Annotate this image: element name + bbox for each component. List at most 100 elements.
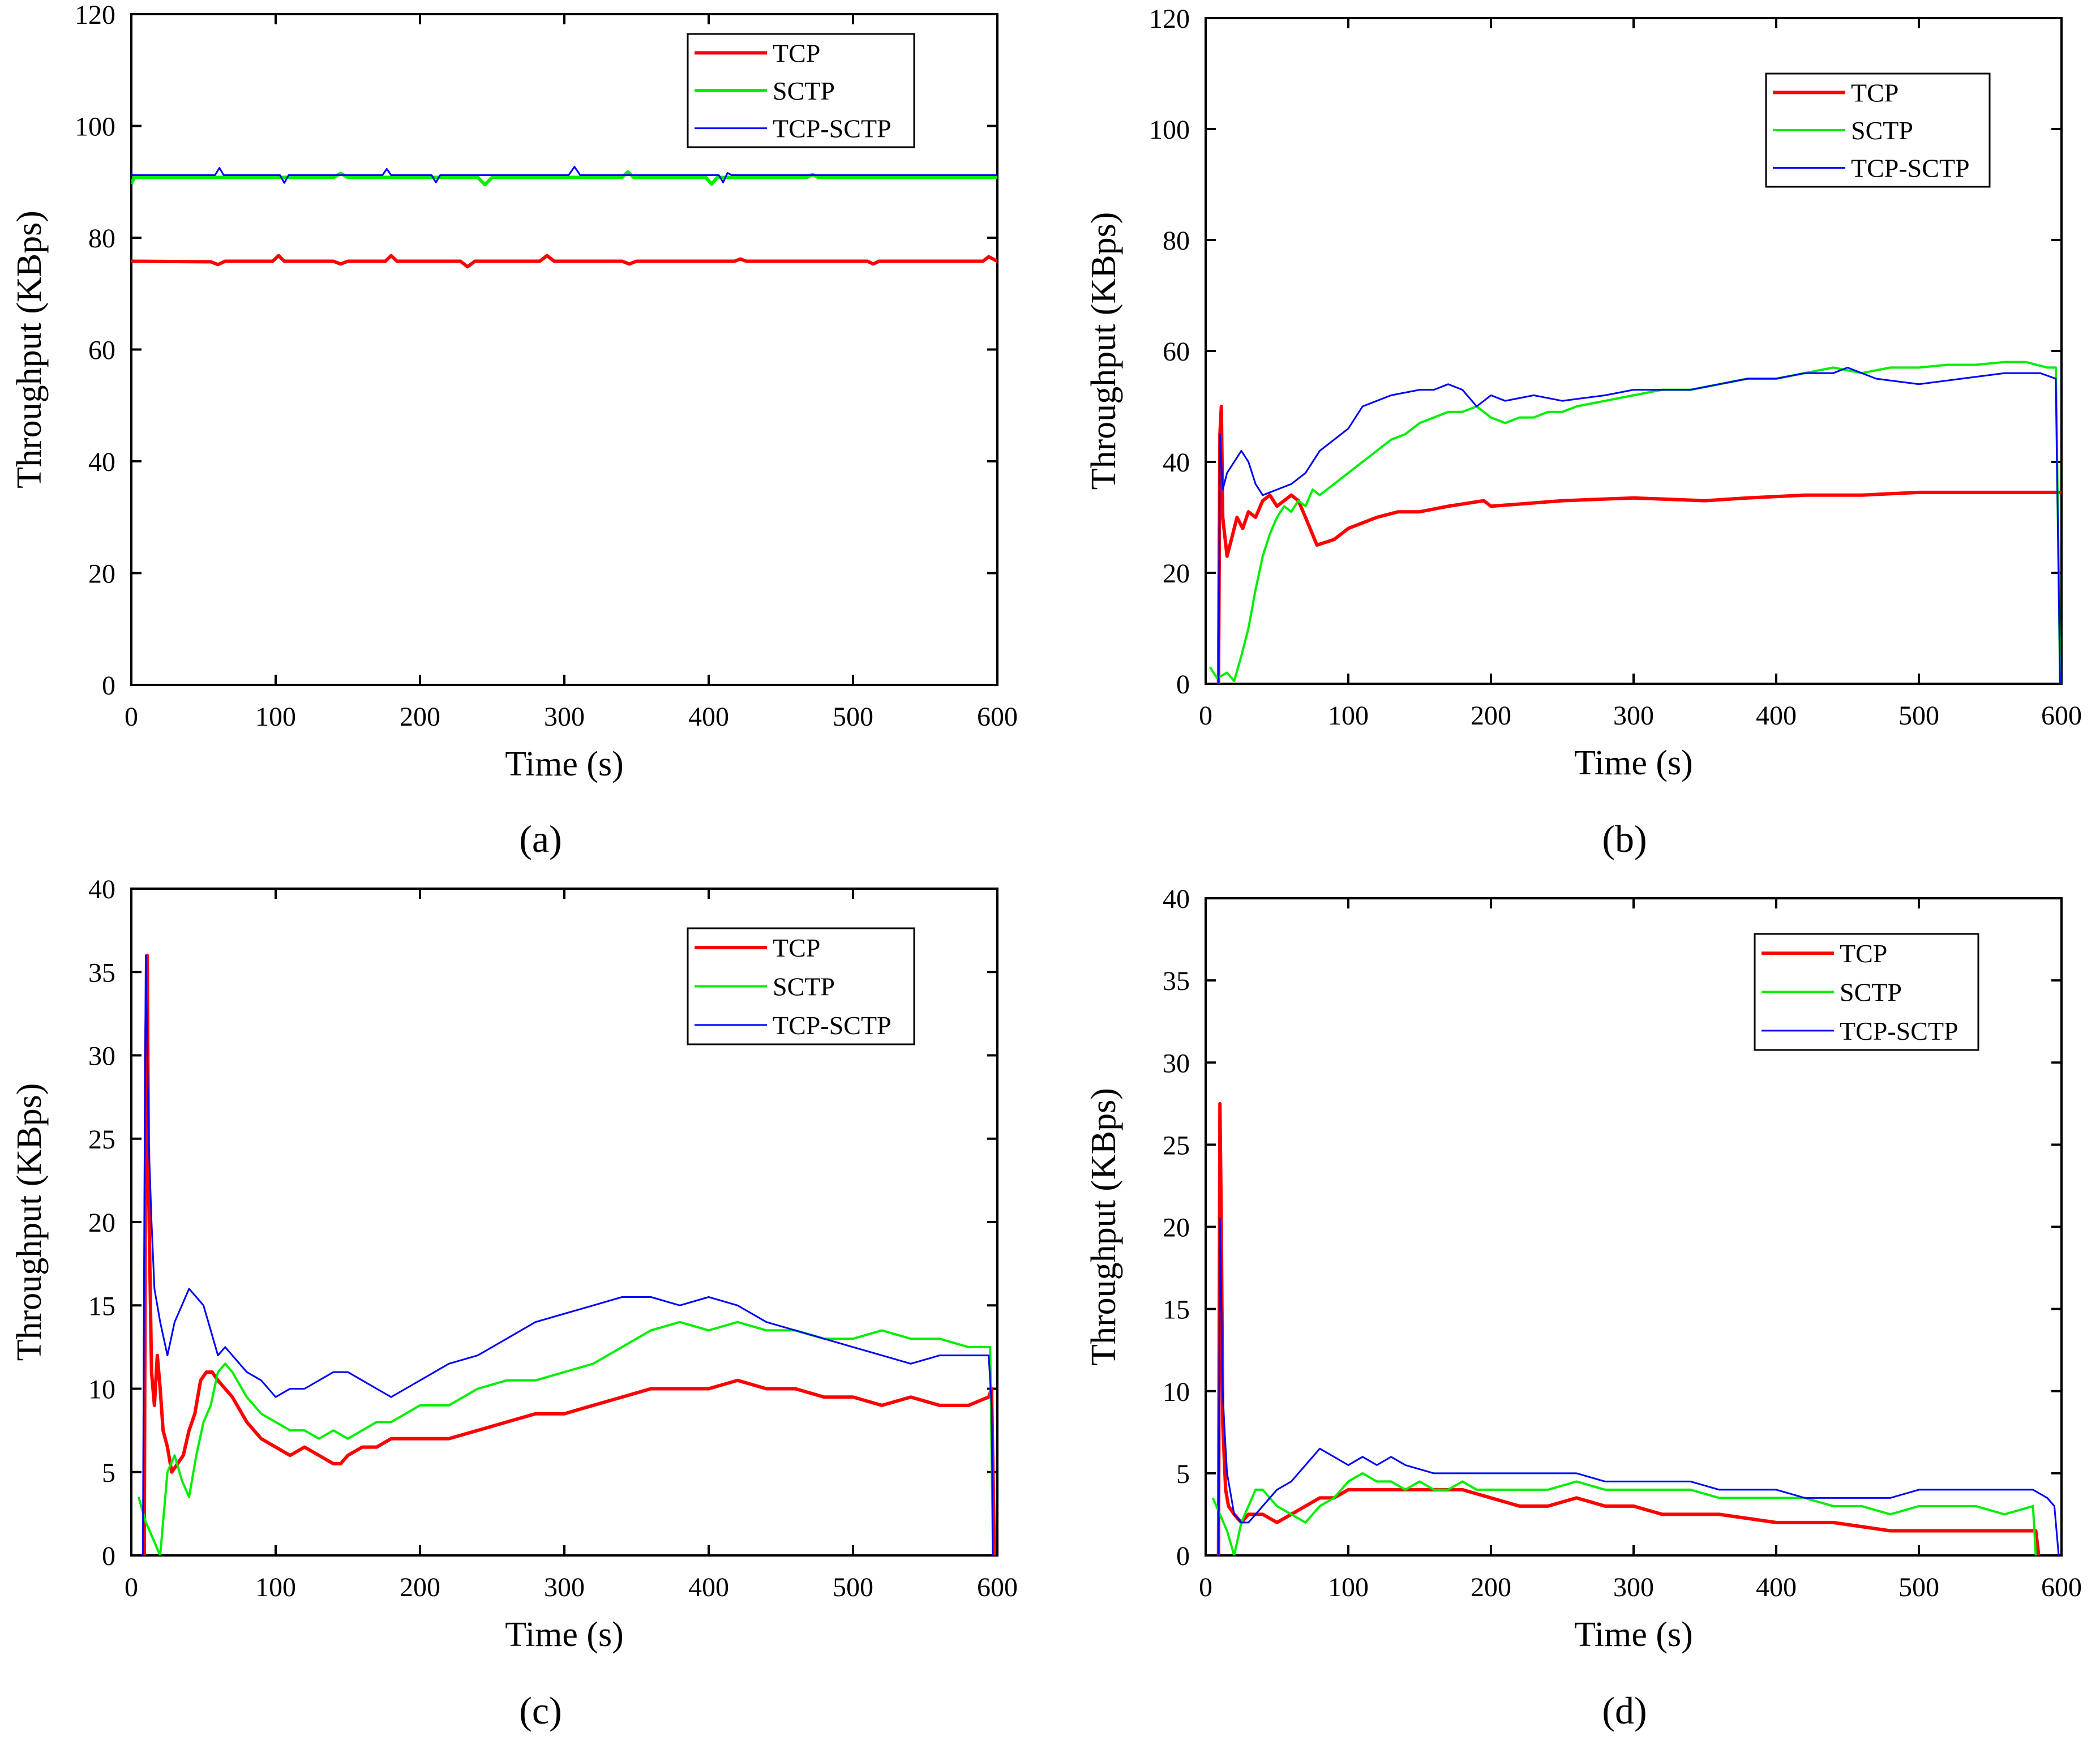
series-line-sctp xyxy=(131,170,997,187)
series-line-sctp xyxy=(137,1321,995,1555)
y-tick-label: 0 xyxy=(102,1541,115,1571)
y-axis-title: Throughput (KBps) xyxy=(1085,1088,1123,1366)
y-tick-label: 120 xyxy=(75,0,115,30)
legend-label: TCP-SCTP xyxy=(773,1011,892,1040)
series-line-tcp-sctp xyxy=(142,954,994,1555)
x-tick-label: 600 xyxy=(2041,701,2082,731)
x-tick-label: 400 xyxy=(1756,701,1797,731)
x-tick-label: 300 xyxy=(544,702,585,732)
y-tick-label: 15 xyxy=(88,1291,115,1321)
series-line-tcp xyxy=(1216,405,2062,684)
legend-label: TCP xyxy=(773,933,820,962)
x-tick-label: 500 xyxy=(833,1572,873,1602)
y-tick-label: 25 xyxy=(88,1125,115,1155)
y-tick-label: 20 xyxy=(1163,1213,1190,1243)
legend: TCP SCTP TCP-SCTP xyxy=(687,33,915,148)
x-tick-label: 0 xyxy=(125,1572,138,1602)
chart-panel-d: 0 100 200 300 400 500 600 0 5 10 15 20 25 30 35 40 Time … xyxy=(1085,884,2082,1732)
x-tick-label: 0 xyxy=(1199,1572,1212,1602)
series-line-tcp xyxy=(142,953,996,1555)
y-tick-label: 100 xyxy=(75,112,115,142)
y-tick-label: 20 xyxy=(88,559,115,589)
series-line-sctp xyxy=(1211,1472,2037,1555)
x-tick-label: 600 xyxy=(2041,1572,2082,1602)
legend-label: TCP xyxy=(1840,939,1887,968)
x-tick-label: 0 xyxy=(1199,701,1212,731)
legend-label: TCP xyxy=(1851,78,1898,107)
panel-caption: (d) xyxy=(1602,1689,1647,1732)
chart-panel-b: 0 100 200 300 400 500 600 0 20 40 60 80 100 120 Time (… xyxy=(1085,4,2082,860)
legend-label: TCP-SCTP xyxy=(1851,154,1970,183)
y-axis-title: Throughput (KBps) xyxy=(10,211,49,488)
y-tick-label: 0 xyxy=(1176,670,1190,700)
y-tick-label: 20 xyxy=(1163,559,1190,589)
legend-label: SCTP xyxy=(773,972,835,1001)
y-tick-label: 10 xyxy=(1163,1377,1190,1407)
x-tick-label: 100 xyxy=(1328,701,1369,731)
y-tick-label: 35 xyxy=(88,958,115,988)
x-tick-label: 400 xyxy=(1756,1572,1797,1602)
y-tick-label: 0 xyxy=(102,671,115,701)
x-axis-title: Time (s) xyxy=(1574,1615,1693,1654)
x-tick-label: 300 xyxy=(544,1572,585,1602)
y-tick-label: 30 xyxy=(88,1041,115,1071)
y-tick-label: 35 xyxy=(1163,966,1190,996)
x-tick-label: 200 xyxy=(400,702,440,732)
y-tick-label: 0 xyxy=(1176,1541,1190,1571)
x-tick-label: 400 xyxy=(688,702,729,732)
series-line-sctp xyxy=(1208,361,2062,684)
x-tick-label: 100 xyxy=(255,702,296,732)
x-tick-label: 300 xyxy=(1613,701,1654,731)
chart-panel-c: 0 100 200 300 400 500 600 0 5 10 15 20 25 30 35 40 Time … xyxy=(10,874,1018,1732)
legend-label: TCP-SCTP xyxy=(1840,1017,1958,1045)
series-line-tcp xyxy=(131,254,997,269)
x-tick-label: 500 xyxy=(833,702,873,732)
chart-panel-a: 0 100 200 300 400 500 600 0 20 40 60 80 100 120 Time (… xyxy=(10,0,1018,860)
panel-caption: (a) xyxy=(519,817,562,860)
legend: TCP SCTP TCP-SCTP xyxy=(687,927,915,1045)
y-tick-label: 10 xyxy=(88,1375,115,1405)
y-axis-title: Throughput (KBps) xyxy=(1085,212,1123,490)
legend-label: SCTP xyxy=(1851,116,1913,145)
x-tick-label: 600 xyxy=(977,702,1018,732)
x-tick-label: 400 xyxy=(688,1572,729,1602)
y-tick-label: 40 xyxy=(88,874,115,904)
y-tick-label: 30 xyxy=(1163,1048,1190,1078)
series-line-tcp-sctp xyxy=(1218,366,2061,684)
y-tick-label: 40 xyxy=(1163,884,1190,914)
legend: TCP SCTP TCP-SCTP xyxy=(1765,72,1991,188)
y-tick-label: 40 xyxy=(1163,448,1190,478)
x-tick-label: 100 xyxy=(255,1572,296,1602)
panel-caption: (c) xyxy=(519,1689,562,1732)
y-tick-label: 60 xyxy=(88,336,115,366)
x-tick-label: 200 xyxy=(1471,701,1511,731)
x-axis-title: Time (s) xyxy=(505,745,624,783)
x-axis-title: Time (s) xyxy=(1574,744,1693,782)
series-line-tcp-sctp xyxy=(1218,1218,2060,1555)
y-tick-label: 120 xyxy=(1149,4,1190,34)
y-tick-label: 15 xyxy=(1163,1295,1190,1325)
y-tick-label: 20 xyxy=(88,1208,115,1238)
y-tick-label: 100 xyxy=(1149,115,1190,145)
y-tick-label: 25 xyxy=(1163,1130,1190,1160)
y-tick-label: 5 xyxy=(1176,1459,1190,1489)
legend-label: SCTP xyxy=(1840,978,1902,1007)
panel-caption: (b) xyxy=(1602,817,1647,860)
legend-label: TCP-SCTP xyxy=(773,114,892,143)
x-tick-label: 500 xyxy=(1898,701,1939,731)
y-tick-label: 80 xyxy=(88,224,115,254)
y-tick-label: 40 xyxy=(88,447,115,477)
x-tick-label: 300 xyxy=(1613,1572,1654,1602)
y-tick-label: 80 xyxy=(1163,226,1190,256)
legend: TCP SCTP TCP-SCTP xyxy=(1754,933,1979,1051)
legend-label: SCTP xyxy=(773,76,835,105)
x-tick-label: 600 xyxy=(977,1572,1018,1602)
x-tick-label: 100 xyxy=(1328,1572,1369,1602)
legend-label: TCP xyxy=(773,38,820,67)
y-axis-title: Throughput (KBps) xyxy=(10,1083,49,1361)
x-tick-label: 500 xyxy=(1898,1572,1939,1602)
y-tick-label: 5 xyxy=(102,1458,115,1488)
series-line-tcp-sctp xyxy=(131,166,997,184)
x-axis-title: Time (s) xyxy=(505,1615,624,1654)
